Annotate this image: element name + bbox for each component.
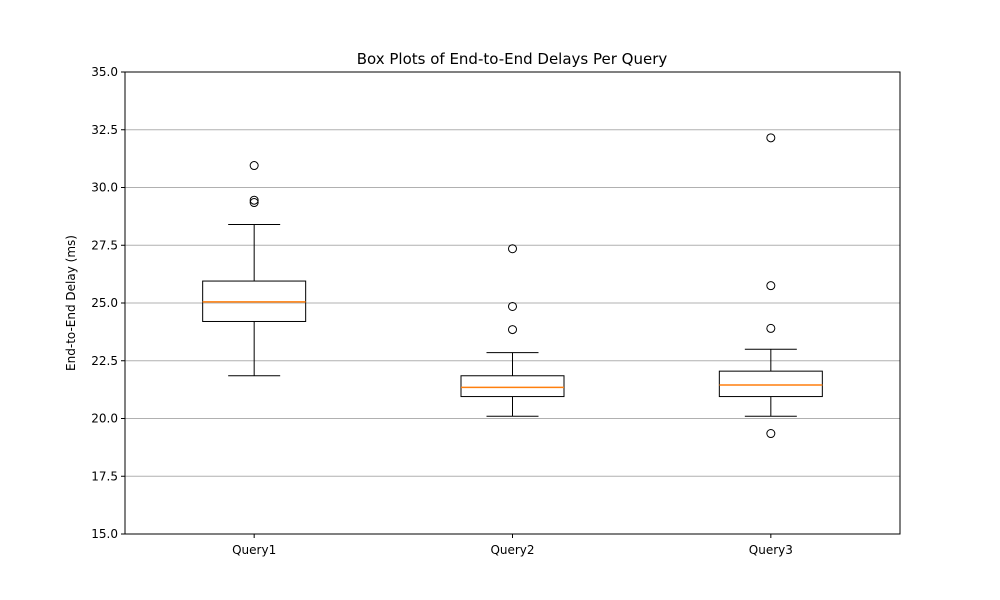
- y-tick-label: 32.5: [91, 123, 118, 137]
- iqr-box: [460, 375, 565, 398]
- outlier-point: [508, 244, 517, 254]
- outlier-point: [508, 301, 517, 311]
- y-tick-label: 15.0: [91, 527, 118, 541]
- outlier-point: [249, 161, 259, 171]
- x-tick-label: Query2: [490, 543, 534, 557]
- chart-title: Box Plots of End-to-End Delays Per Query: [357, 50, 668, 68]
- x-tick-label: Query3: [749, 543, 793, 557]
- box-series: [202, 133, 823, 439]
- y-tick-label: 27.5: [91, 238, 118, 252]
- box-query1: [202, 161, 307, 377]
- box-query2: [460, 244, 565, 417]
- outlier-point: [766, 429, 776, 439]
- outlier-point: [249, 198, 259, 208]
- y-tick-label: 35.0: [91, 65, 118, 79]
- x-tick-label: Query1: [232, 543, 276, 557]
- y-tick-label: 20.0: [91, 412, 118, 426]
- y-tick-label: 30.0: [91, 181, 118, 195]
- outlier-point: [508, 325, 517, 335]
- y-axis: 15.0 17.5 20.0 22.5 25.0 27.5 30.0 32.5 35.0: [91, 65, 125, 541]
- outlier-point: [249, 195, 259, 205]
- x-axis: Query1 Query2 Query3: [232, 534, 793, 557]
- y-tick-label: 17.5: [91, 469, 118, 483]
- outlier-point: [766, 323, 776, 333]
- box-query3: [718, 133, 823, 439]
- y-tick-label: 25.0: [91, 296, 118, 310]
- outlier-point: [766, 281, 776, 291]
- y-axis-label: End-to-End Delay (ms): [64, 235, 78, 371]
- outlier-point: [766, 133, 776, 143]
- y-gridlines: [125, 129, 900, 477]
- iqr-box: [718, 370, 823, 398]
- y-tick-label: 22.5: [91, 354, 118, 368]
